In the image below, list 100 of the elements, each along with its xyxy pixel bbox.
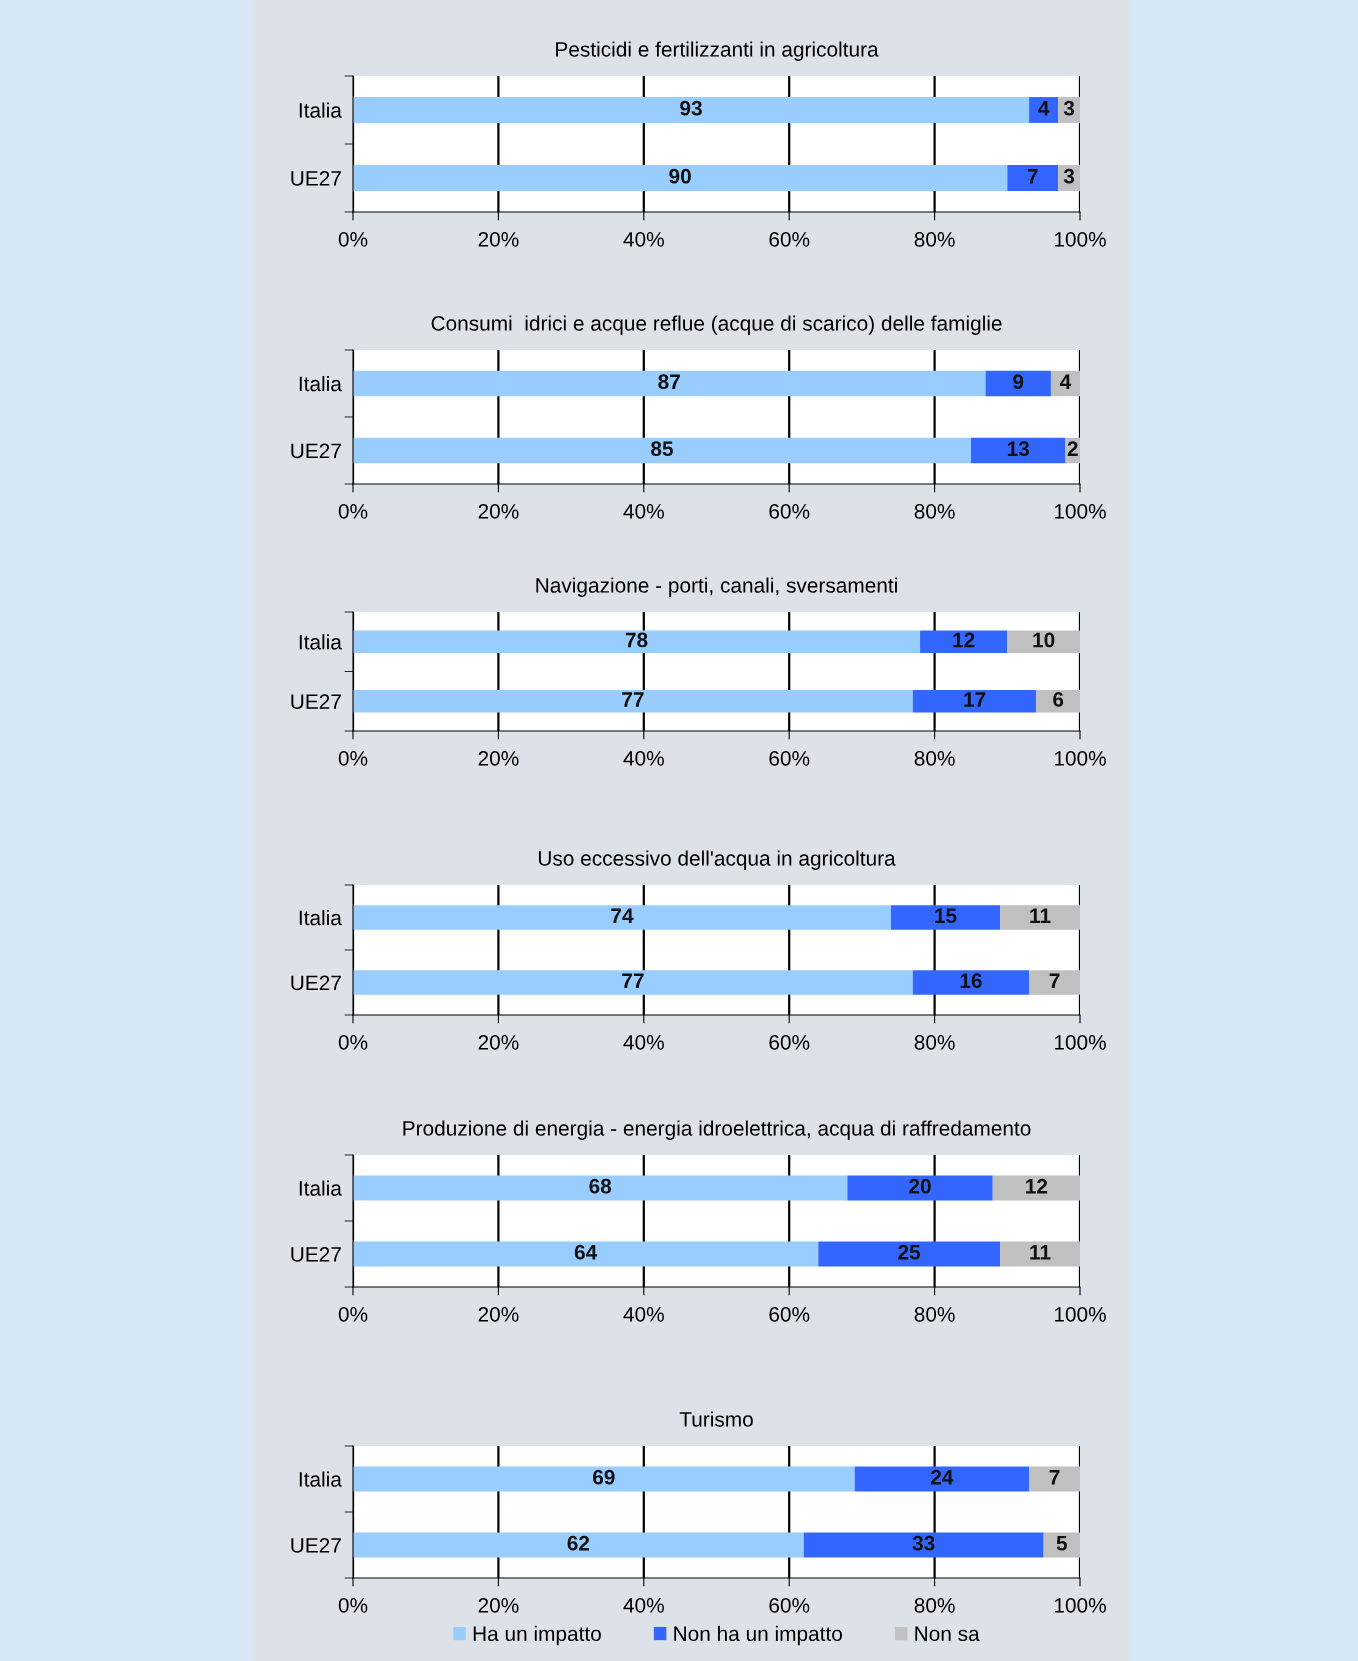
data-label: 3: [1063, 100, 1075, 116]
bar: [1043, 1532, 1080, 1558]
data-label: 4: [1059, 374, 1072, 389]
y-tick-label: Italia: [299, 1471, 342, 1487]
data-label: 93: [680, 100, 702, 116]
data-label: 4: [1038, 101, 1050, 116]
bar: [1007, 165, 1059, 191]
x-tick-label: 80%: [914, 750, 955, 766]
data-label: 5: [1056, 1536, 1068, 1551]
bar: [353, 1532, 804, 1558]
y-tick-label: Italia: [299, 102, 342, 118]
chart-title: Uso eccessivo dell'acqua in agricoltura: [538, 850, 896, 870]
bar: [353, 97, 1030, 123]
x-tick-label: 20%: [478, 231, 519, 247]
bar: [353, 1175, 848, 1201]
bar: [353, 437, 971, 464]
data-label: 7: [1027, 169, 1038, 184]
x-tick-label: 40%: [623, 1597, 664, 1613]
chart-title: Turismo: [679, 1411, 753, 1427]
x-tick-label: 0%: [338, 503, 368, 519]
data-label: 10: [1033, 632, 1055, 648]
data-label: 7: [1049, 1470, 1060, 1485]
x-tick-label: 20%: [478, 1306, 519, 1322]
data-label: 12: [953, 632, 975, 648]
bar: [854, 1466, 1030, 1492]
x-tick-label: 40%: [623, 1306, 664, 1322]
data-label: 11: [1030, 908, 1051, 923]
y-tick-label: UE27: [291, 171, 341, 186]
x-tick-label: 80%: [914, 1034, 955, 1050]
x-tick-label: 40%: [623, 503, 664, 519]
x-tick-label: 20%: [478, 1597, 519, 1613]
bar: [803, 1532, 1044, 1558]
bar: [912, 970, 1030, 995]
bar: [1007, 630, 1080, 654]
data-label: 90: [669, 168, 691, 184]
x-tick-label: 20%: [478, 1034, 519, 1050]
x-tick-label: 0%: [338, 750, 368, 766]
x-tick-label: 100%: [1054, 1597, 1106, 1613]
bar: [818, 1241, 1001, 1267]
chart-title: Consumi idrici e acque reflue (acque di scarico) delle famiglie: [431, 315, 1002, 335]
y-tick-label: Italia: [299, 909, 342, 926]
chart-title: Navigazione - porti, canali, sversamenti: [536, 577, 897, 597]
x-tick-label: 100%: [1054, 503, 1106, 519]
y-tick-label: Italia: [299, 375, 342, 392]
x-tick-label: 20%: [478, 750, 519, 766]
x-tick-label: 80%: [914, 503, 955, 519]
x-tick-label: 0%: [338, 231, 368, 247]
legend-label: Non ha un impatto: [674, 1625, 842, 1646]
data-label: 77: [622, 973, 644, 988]
data-label: 16: [960, 973, 982, 989]
x-tick-label: 60%: [769, 1306, 810, 1322]
x-tick-label: 40%: [623, 1034, 664, 1050]
bar: [353, 689, 913, 713]
x-tick-label: 0%: [338, 1597, 368, 1613]
x-tick-label: 100%: [1054, 1306, 1106, 1322]
bar: [1000, 1241, 1080, 1267]
data-label: 68: [589, 1178, 612, 1194]
bar: [890, 905, 1001, 930]
data-label: 25: [898, 1244, 921, 1260]
bar: [970, 437, 1066, 464]
y-tick-label: UE27: [291, 694, 341, 709]
x-tick-label: 60%: [769, 750, 810, 766]
data-label: 87: [658, 374, 680, 390]
bar: [847, 1175, 993, 1201]
bar: [353, 905, 891, 930]
x-tick-label: 40%: [623, 231, 664, 247]
x-tick-label: 0%: [338, 1306, 368, 1322]
data-label: 7: [1049, 973, 1060, 988]
y-tick-label: UE27: [291, 443, 341, 459]
bar: [353, 1241, 819, 1267]
legend-label: Ha un impatto: [473, 1625, 601, 1646]
y-tick-label: UE27: [291, 975, 341, 991]
data-label: 33: [912, 1535, 935, 1551]
y-tick-label: UE27: [291, 1247, 341, 1262]
chart-title: Pesticidi e fertilizzanti in agricoltura: [556, 41, 879, 61]
x-tick-label: 60%: [769, 503, 810, 519]
y-tick-label: Italia: [299, 1180, 342, 1196]
x-tick-label: 40%: [623, 750, 664, 766]
data-label: 17: [964, 692, 986, 707]
y-tick-label: Italia: [299, 634, 342, 650]
x-tick-label: 100%: [1054, 1034, 1106, 1050]
data-label: 64: [574, 1244, 598, 1260]
data-label: 24: [931, 1469, 954, 1485]
bar: [353, 630, 921, 654]
data-label: 2: [1067, 441, 1078, 456]
data-label: 11: [1030, 1245, 1051, 1260]
y-tick-label: UE27: [291, 1538, 341, 1553]
data-label: 3: [1063, 168, 1075, 184]
data-label: 62: [567, 1535, 590, 1551]
data-label: 12: [1026, 1178, 1048, 1194]
bar: [353, 1466, 855, 1492]
bar: [353, 165, 1008, 191]
bar: [1036, 689, 1080, 713]
data-label: 15: [935, 908, 957, 924]
x-tick-label: 20%: [478, 503, 519, 519]
bar: [920, 630, 1008, 654]
bar: [992, 1175, 1080, 1201]
data-label: 77: [622, 692, 644, 707]
data-label: 74: [611, 908, 634, 923]
bar: [353, 370, 986, 397]
